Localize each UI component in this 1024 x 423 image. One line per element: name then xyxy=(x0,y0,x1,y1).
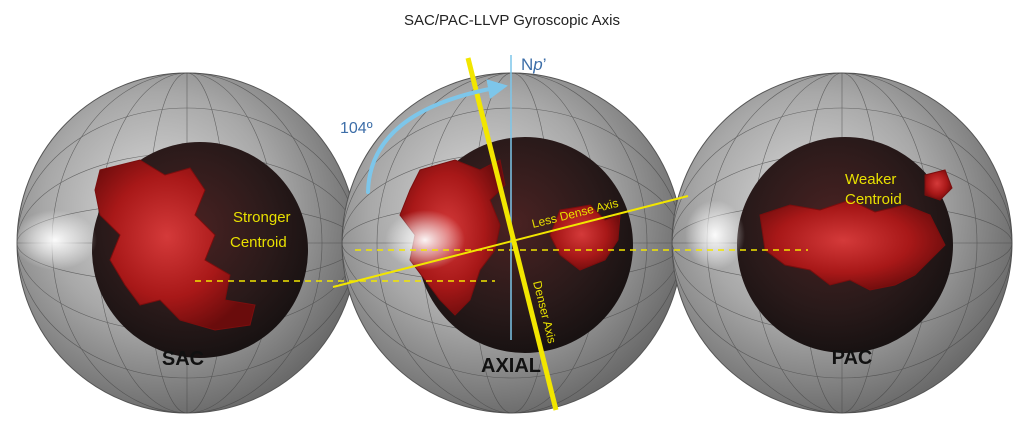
north-pole-label: Np’ xyxy=(521,55,547,74)
weaker-centroid-label-line1: Weaker xyxy=(845,171,896,188)
llvp-blob-pac xyxy=(759,199,946,291)
llvp-blob-pac-north xyxy=(924,169,953,201)
label-axial: AXIAL xyxy=(481,355,541,377)
globe-sac: SAC xyxy=(13,72,358,414)
highlight xyxy=(13,210,97,270)
rotation-arrow xyxy=(366,79,508,194)
highlight xyxy=(385,210,465,270)
less-dense-axis-line xyxy=(332,195,689,288)
llvp-blob-sac xyxy=(94,159,256,331)
label-pac: PAC xyxy=(832,347,873,369)
denser-axis-line xyxy=(465,57,559,411)
weaker-centroid-label-line2: Centroid xyxy=(845,191,902,208)
angle-label: 104º xyxy=(340,120,373,137)
stronger-centroid-label-line2: Centroid xyxy=(230,234,287,251)
stronger-centroid-label-line1: Stronger xyxy=(233,209,291,226)
label-sac: SAC xyxy=(162,348,204,370)
highlight xyxy=(685,200,745,270)
globe-pac: PAC xyxy=(671,72,1013,414)
diagram-title: SAC/PAC-LLVP Gyroscopic Axis xyxy=(404,12,620,29)
